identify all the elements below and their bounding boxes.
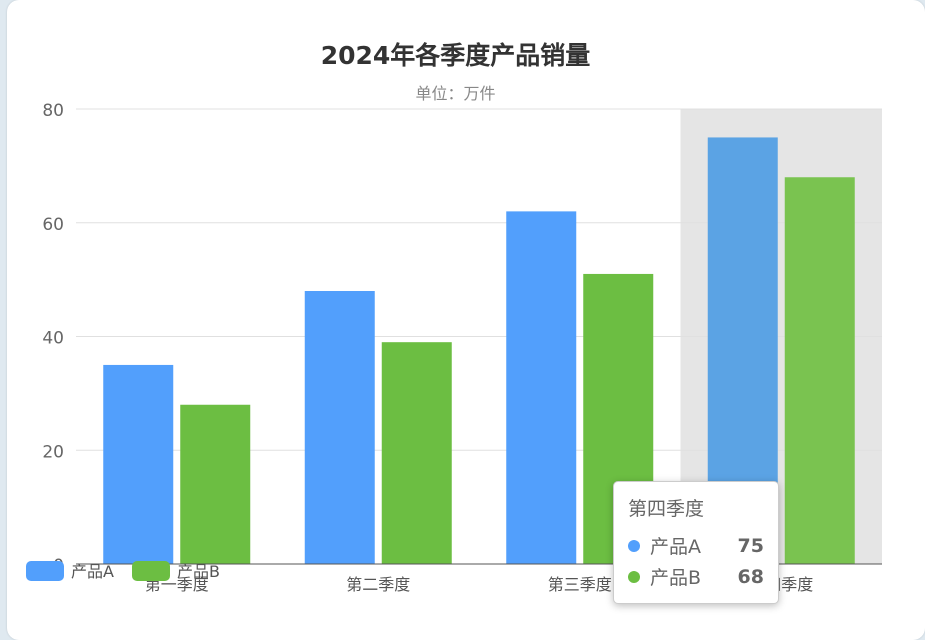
tooltip-series-name: 产品A xyxy=(650,536,701,558)
bar-series-a xyxy=(103,364,174,564)
x-tick-label: 第二季度 xyxy=(346,575,410,594)
tooltip-series-value: 68 xyxy=(737,565,764,588)
tooltip: 第四季度 产品A 75 产品B 68 xyxy=(613,481,779,604)
chart-subtitle: 单位：万件 xyxy=(415,84,496,103)
y-tick-label: 20 xyxy=(42,442,64,462)
blue-dot-icon xyxy=(628,539,640,552)
bar-series-a xyxy=(304,291,375,564)
legend-swatch-b xyxy=(132,561,170,581)
tooltip-series-value: 75 xyxy=(737,534,764,557)
x-tick-label: 第三季度 xyxy=(548,575,612,594)
tooltip-row-a: 产品A 75 xyxy=(628,530,764,561)
y-tick-label: 40 xyxy=(42,329,64,349)
legend-label: 产品B xyxy=(177,562,220,581)
bar-series-b xyxy=(180,404,251,564)
tooltip-title: 第四季度 xyxy=(628,498,705,520)
bar-series-b xyxy=(784,177,855,564)
y-tick-label: 60 xyxy=(42,215,64,235)
legend-label: 产品A xyxy=(71,562,114,581)
tooltip-row-b: 产品B 68 xyxy=(628,561,764,592)
y-tick-label: 80 xyxy=(42,101,64,121)
tooltip-series-name: 产品B xyxy=(650,567,702,589)
bar-series-a xyxy=(506,211,577,564)
bar-series-b xyxy=(381,342,452,564)
green-dot-icon xyxy=(628,570,640,583)
chart-title: 2024年各季度产品销量 xyxy=(320,41,591,70)
legend-swatch-a xyxy=(26,561,64,581)
